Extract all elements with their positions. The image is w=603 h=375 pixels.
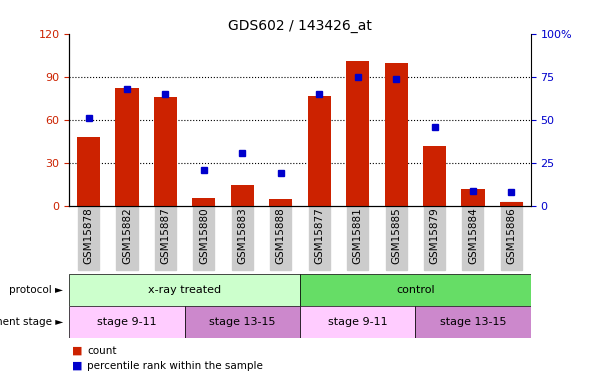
Bar: [154, 97, 177, 206]
Bar: [346, 61, 369, 206]
Bar: [385, 63, 408, 206]
Text: count: count: [87, 346, 117, 355]
Bar: [423, 146, 446, 206]
Text: development stage ►: development stage ►: [0, 316, 63, 327]
Bar: [192, 198, 215, 206]
Bar: [185, 306, 300, 338]
Text: ■: ■: [72, 346, 83, 355]
Bar: [500, 202, 523, 206]
Title: GDS602 / 143426_at: GDS602 / 143426_at: [228, 19, 372, 33]
Bar: [69, 306, 185, 338]
Text: x-ray treated: x-ray treated: [148, 285, 221, 295]
Bar: [308, 96, 330, 206]
Text: stage 9-11: stage 9-11: [97, 316, 157, 327]
Text: stage 13-15: stage 13-15: [440, 316, 507, 327]
Bar: [415, 306, 531, 338]
Bar: [461, 189, 485, 206]
Bar: [269, 199, 292, 206]
Text: protocol ►: protocol ►: [9, 285, 63, 295]
Bar: [69, 274, 300, 306]
Text: stage 9-11: stage 9-11: [328, 316, 388, 327]
Bar: [116, 88, 139, 206]
Bar: [77, 137, 100, 206]
Bar: [300, 306, 415, 338]
Text: percentile rank within the sample: percentile rank within the sample: [87, 361, 264, 370]
Bar: [231, 184, 254, 206]
Text: ■: ■: [72, 361, 83, 370]
Text: control: control: [396, 285, 435, 295]
Text: stage 13-15: stage 13-15: [209, 316, 276, 327]
Bar: [300, 274, 531, 306]
